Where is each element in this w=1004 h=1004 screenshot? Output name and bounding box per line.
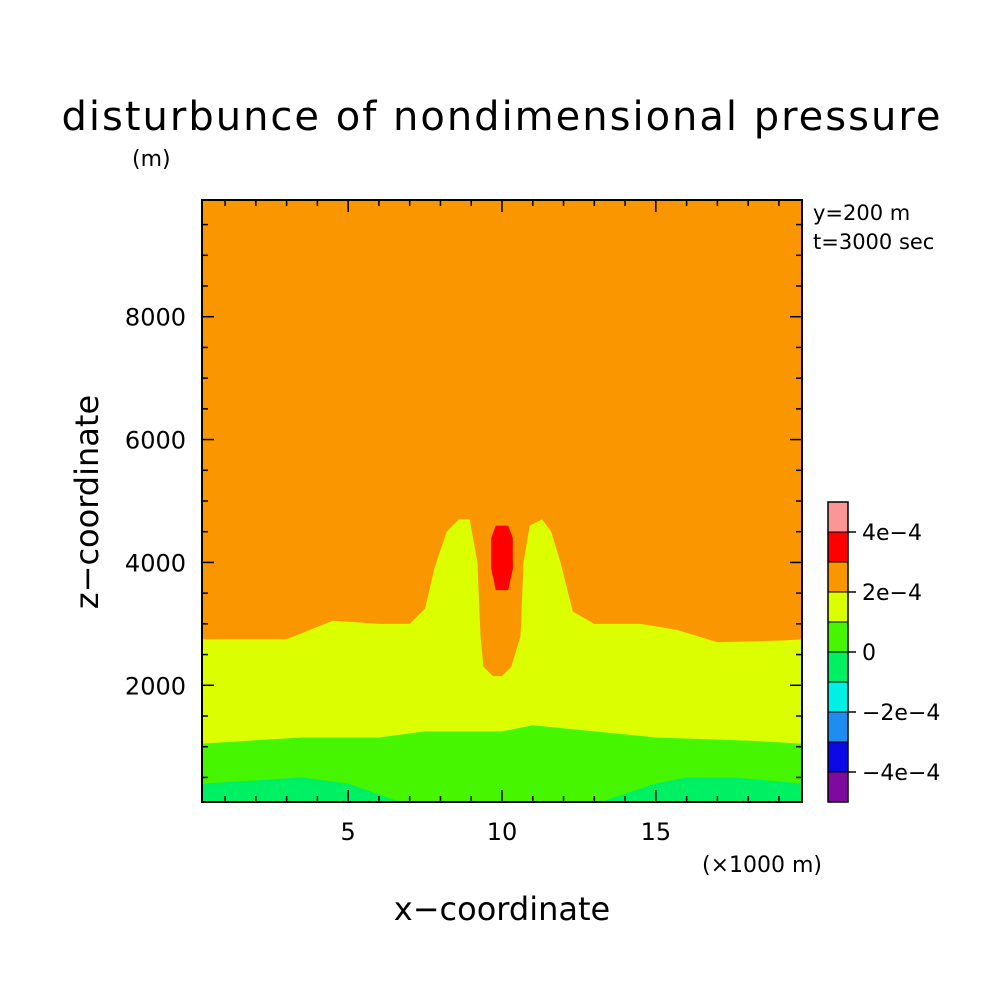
colorbar-cell — [827, 531, 849, 563]
colorbar-cell — [827, 711, 849, 743]
x-axis-label: x−coordinate — [394, 890, 610, 928]
colorbar-tick-label: −2e−4 — [862, 701, 940, 726]
contour-region-3 — [202, 777, 802, 802]
colorbar-cell — [827, 651, 849, 683]
annotation-y: y=200 m — [813, 201, 910, 225]
colorbar-tick-label: 4e−4 — [862, 521, 922, 546]
colorbar: −4e−4 −2e−4 0 2e−4 4e−4 — [827, 501, 940, 803]
chart-title: disturbunce of nondimensional pressure — [62, 94, 943, 140]
x-tick-label: 10 — [487, 818, 518, 846]
colorbar-cell — [827, 501, 849, 533]
x-axis-ticks — [224, 200, 780, 802]
colorbar-tick-label: 2e−4 — [862, 581, 922, 606]
colorbar-tick-label: −4e−4 — [862, 761, 940, 786]
contour-regions — [202, 200, 802, 802]
contour-region-1 — [202, 519, 802, 802]
x-tick-label: 15 — [641, 818, 672, 846]
colorbar-tick-label: 0 — [862, 641, 876, 666]
colorbar-cell — [827, 771, 849, 803]
colorbar-cell — [827, 681, 849, 713]
x-tick-label: 5 — [341, 818, 356, 846]
contour-plot: 5 10 15 2000 4000 6000 8000 — [125, 199, 803, 846]
y-axis-ticks — [202, 223, 802, 779]
colorbar-cell — [827, 591, 849, 623]
y-tick-label: 4000 — [125, 549, 186, 577]
chart-subtitle: (m) — [132, 147, 171, 172]
y-axis-label: z−coordinate — [68, 395, 106, 609]
annotation-t: t=3000 sec — [813, 230, 934, 254]
y-tick-label: 6000 — [125, 427, 186, 455]
colorbar-cells — [827, 501, 849, 803]
x-axis-tick-labels: 5 10 15 — [341, 818, 672, 846]
colorbar-labels: −4e−4 −2e−4 0 2e−4 4e−4 — [848, 521, 940, 786]
contour-region-4 — [491, 525, 513, 591]
y-tick-label: 2000 — [125, 672, 186, 700]
x-axis-unit: (×1000 m) — [702, 853, 822, 878]
colorbar-cell — [827, 741, 849, 773]
contour-region-2 — [202, 725, 802, 802]
y-axis-tick-labels: 2000 4000 6000 8000 — [125, 304, 186, 701]
colorbar-cell — [827, 621, 849, 653]
colorbar-cell — [827, 561, 849, 593]
y-tick-label: 8000 — [125, 304, 186, 332]
